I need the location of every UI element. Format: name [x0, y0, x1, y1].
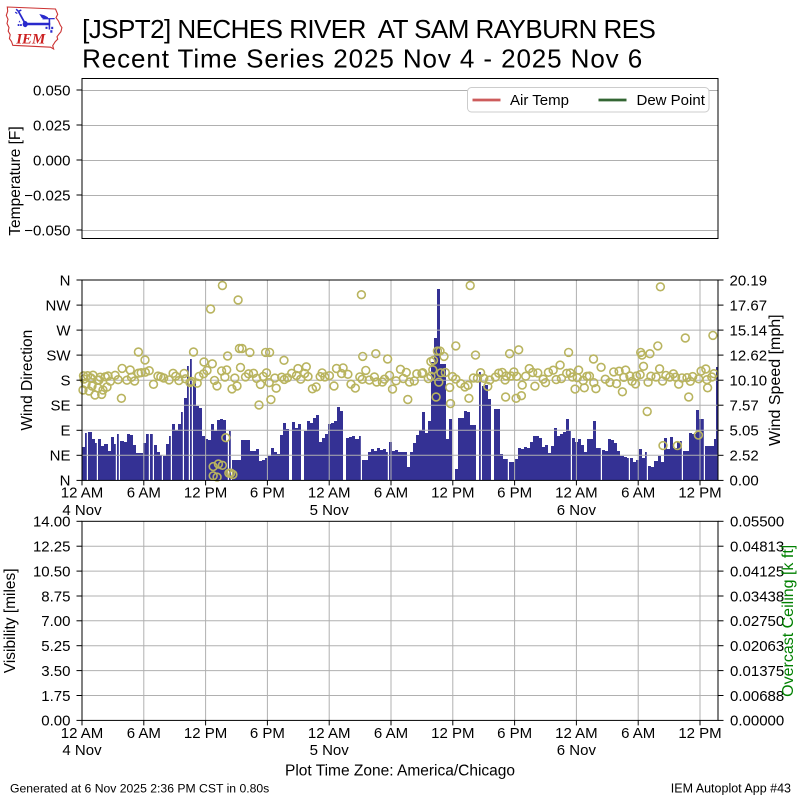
svg-text:Recent Time Series 2025 Nov 4: Recent Time Series 2025 Nov 4 - 2025 Nov…: [82, 44, 643, 74]
svg-text:0.04813: 0.04813: [730, 539, 784, 556]
svg-text:N: N: [60, 272, 71, 289]
svg-text:10.10: 10.10: [730, 373, 768, 390]
svg-text:15.14: 15.14: [730, 322, 768, 339]
svg-text:0.03438: 0.03438: [730, 588, 784, 605]
svg-text:5 Nov: 5 Nov: [310, 502, 350, 519]
svg-text:SW: SW: [46, 347, 71, 364]
svg-text:12 AM: 12 AM: [61, 485, 104, 502]
svg-text:0.00: 0.00: [41, 713, 70, 730]
svg-text:6 AM: 6 AM: [127, 485, 161, 502]
svg-text:0.00: 0.00: [730, 473, 759, 490]
svg-text:7.57: 7.57: [730, 398, 759, 415]
svg-text:N: N: [60, 473, 71, 490]
svg-text:[JSPT2] NECHES RIVER AT SAM R: [JSPT2] NECHES RIVER AT SAM RAYBURN RES: [82, 14, 655, 44]
svg-text:6 PM: 6 PM: [497, 485, 532, 502]
svg-text:0.00688: 0.00688: [730, 688, 784, 705]
svg-text:6 Nov: 6 Nov: [557, 502, 597, 519]
svg-text:6 PM: 6 PM: [250, 725, 285, 742]
svg-text:10.50: 10.50: [33, 563, 71, 580]
svg-text:12 PM: 12 PM: [678, 725, 721, 742]
svg-text:12 AM: 12 AM: [308, 725, 351, 742]
svg-text:S: S: [60, 373, 70, 390]
svg-text:0.000: 0.000: [33, 152, 71, 169]
svg-text:Visibility [miles]: Visibility [miles]: [2, 568, 19, 673]
svg-text:W: W: [56, 322, 71, 339]
svg-text:0.02063: 0.02063: [730, 638, 784, 655]
svg-text:0.01375: 0.01375: [730, 663, 784, 680]
svg-text:Overcast Ceiling [k ft]: Overcast Ceiling [k ft]: [780, 545, 797, 697]
svg-text:12 PM: 12 PM: [184, 725, 227, 742]
svg-text:4 Nov: 4 Nov: [62, 742, 102, 759]
svg-text:12 PM: 12 PM: [678, 485, 721, 502]
svg-text:8.75: 8.75: [41, 588, 70, 605]
svg-text:6 AM: 6 AM: [374, 725, 408, 742]
svg-text:NW: NW: [46, 297, 72, 314]
svg-text:E: E: [60, 423, 70, 440]
svg-text:0.025: 0.025: [33, 117, 71, 134]
svg-text:Dew Point: Dew Point: [637, 92, 706, 109]
svg-text:12 AM: 12 AM: [61, 725, 104, 742]
svg-text:IEM: IEM: [15, 31, 46, 47]
svg-text:5 Nov: 5 Nov: [310, 742, 350, 759]
svg-text:2.52: 2.52: [730, 448, 759, 465]
svg-text:12 PM: 12 PM: [431, 725, 474, 742]
svg-text:6 AM: 6 AM: [127, 725, 161, 742]
svg-text:6 AM: 6 AM: [621, 485, 655, 502]
svg-text:12 AM: 12 AM: [555, 725, 598, 742]
svg-text:0.00000: 0.00000: [730, 713, 784, 730]
svg-text:−0.025: −0.025: [24, 187, 70, 204]
svg-text:0.02750: 0.02750: [730, 613, 784, 630]
svg-text:SE: SE: [50, 398, 70, 415]
svg-text:20.19: 20.19: [730, 272, 768, 289]
svg-text:IEM Autoplot App #43: IEM Autoplot App #43: [671, 782, 791, 796]
svg-text:Temperature [F]: Temperature [F]: [7, 126, 24, 235]
svg-text:0.05500: 0.05500: [730, 514, 784, 531]
svg-text:0.050: 0.050: [33, 82, 71, 99]
svg-text:Wind Speed [mph]: Wind Speed [mph]: [767, 314, 784, 446]
svg-text:12 AM: 12 AM: [555, 485, 598, 502]
svg-text:14.00: 14.00: [33, 514, 71, 531]
svg-text:12.62: 12.62: [730, 347, 768, 364]
svg-text:6 Nov: 6 Nov: [557, 742, 597, 759]
svg-text:6 AM: 6 AM: [621, 725, 655, 742]
svg-text:0.04125: 0.04125: [730, 563, 784, 580]
svg-text:4 Nov: 4 Nov: [62, 502, 102, 519]
svg-text:6 PM: 6 PM: [250, 485, 285, 502]
svg-text:6 PM: 6 PM: [497, 725, 532, 742]
svg-text:7.00: 7.00: [41, 613, 70, 630]
svg-text:12 PM: 12 PM: [184, 485, 227, 502]
svg-text:NE: NE: [50, 448, 71, 465]
svg-text:12 AM: 12 AM: [308, 485, 351, 502]
svg-text:Plot Time Zone: America/Chicag: Plot Time Zone: America/Chicago: [285, 763, 515, 780]
svg-text:5.05: 5.05: [730, 423, 759, 440]
svg-text:Generated at 6 Nov 2025 2:36 P: Generated at 6 Nov 2025 2:36 PM CST in 0…: [10, 782, 269, 796]
svg-text:−0.050: −0.050: [24, 222, 70, 239]
svg-text:3.50: 3.50: [41, 663, 70, 680]
svg-text:6 AM: 6 AM: [374, 485, 408, 502]
svg-text:1.75: 1.75: [41, 688, 70, 705]
svg-text:12.25: 12.25: [33, 539, 71, 556]
svg-text:Air Temp: Air Temp: [510, 92, 569, 109]
svg-text:12 PM: 12 PM: [431, 485, 474, 502]
svg-text:5.25: 5.25: [41, 638, 70, 655]
svg-text:Wind Direction: Wind Direction: [19, 330, 36, 431]
svg-text:17.67: 17.67: [730, 297, 768, 314]
